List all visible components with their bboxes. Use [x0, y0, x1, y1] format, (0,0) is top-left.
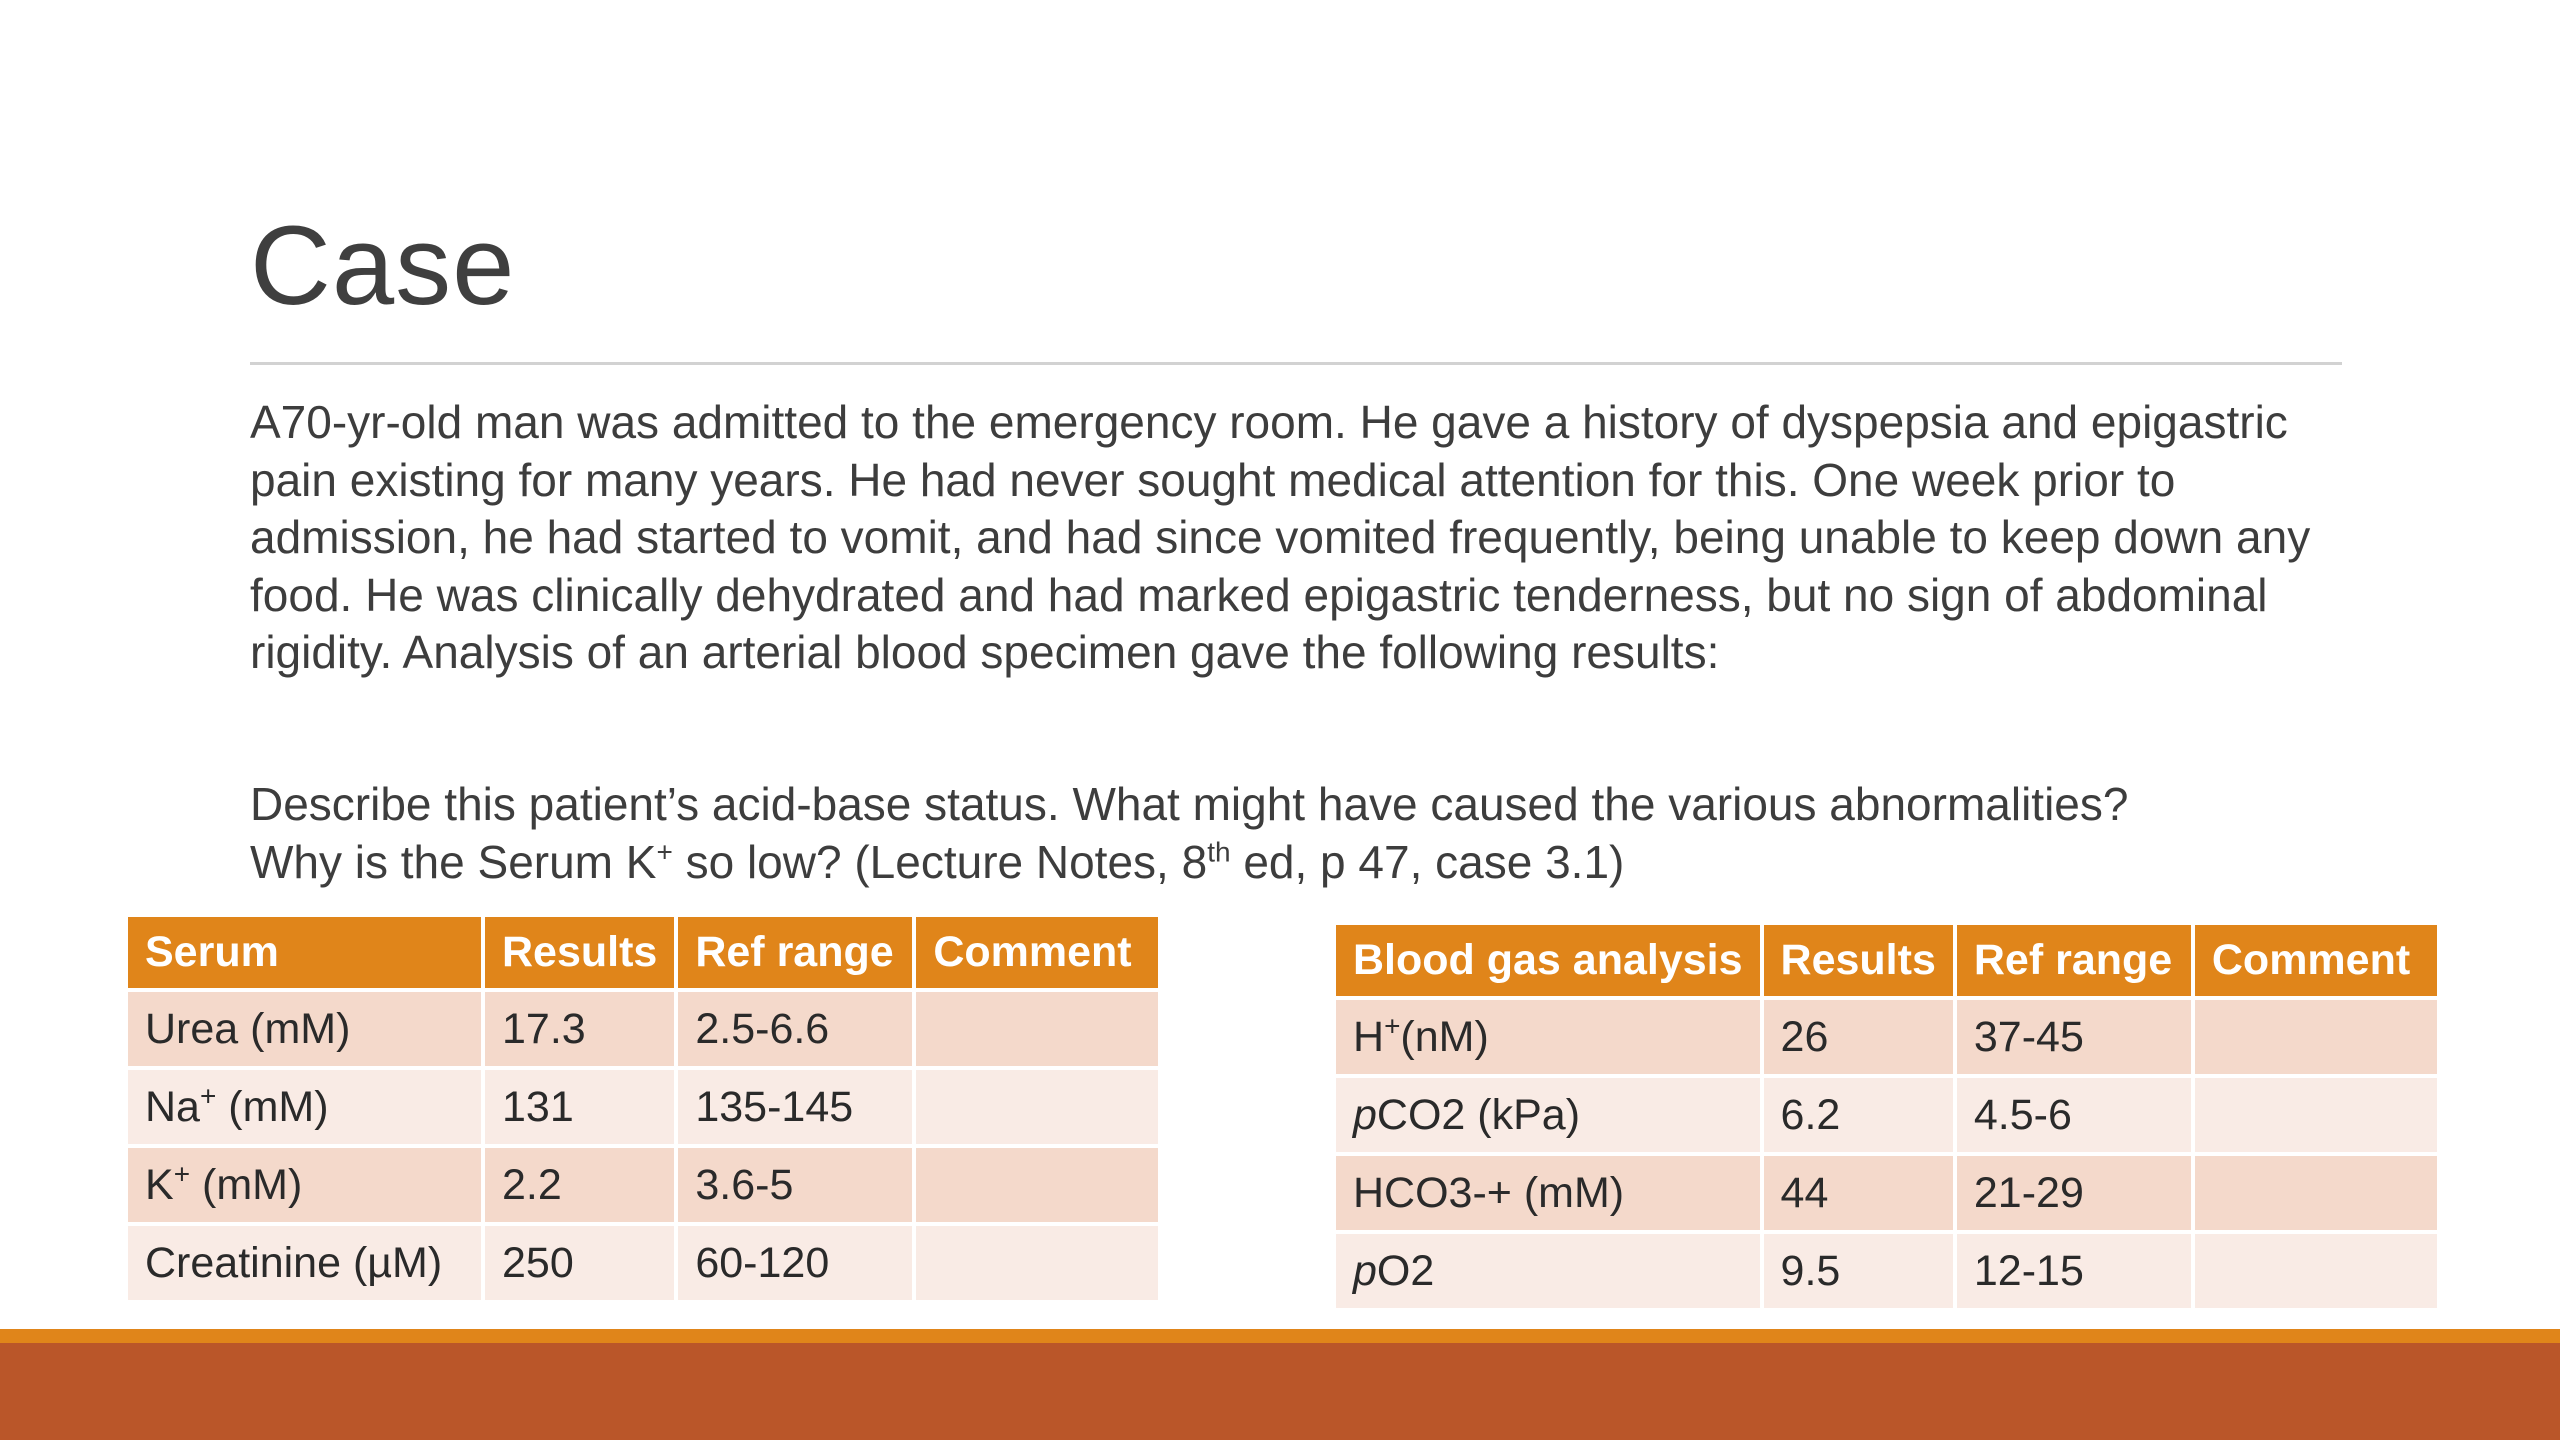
blood-gas-test-pco2: pCO2 (kPa)	[1336, 1078, 1764, 1156]
serum-comment	[916, 1148, 1159, 1226]
serum-test-creatinine: Creatinine (µM)	[128, 1226, 485, 1300]
serum-header-results: Results	[485, 917, 679, 992]
question-line-2a: Why is the Serum K	[250, 835, 657, 888]
table-row: HCO3-+ (mM) 44 21-29	[1336, 1156, 2437, 1234]
table-row: Urea (mM) 17.3 2.5-6.6	[128, 992, 1159, 1070]
blood-gas-comment	[2194, 1234, 2437, 1308]
question-sup-th: th	[1207, 836, 1231, 868]
serum-result: 2.2	[485, 1148, 679, 1226]
question-line-2c: ed, p 47, case 3.1)	[1230, 835, 1625, 888]
blood-gas-header-test: Blood gas analysis	[1336, 925, 1764, 1000]
blood-gas-ref: 12-15	[1956, 1234, 2195, 1308]
table-row: K+ (mM) 2.2 3.6-5	[128, 1148, 1159, 1226]
serum-ref: 60-120	[678, 1226, 917, 1300]
blood-gas-test-po2: pO2	[1336, 1234, 1764, 1308]
blood-gas-header-comment: Comment	[2194, 925, 2437, 1000]
footer-band	[0, 1343, 2560, 1440]
blood-gas-result: 6.2	[1763, 1078, 1957, 1156]
serum-header-row: Serum Results Ref range Comment	[128, 917, 1159, 992]
serum-result: 17.3	[485, 992, 679, 1070]
blood-gas-result: 44	[1763, 1156, 1957, 1234]
serum-header-comment: Comment	[916, 917, 1159, 992]
question-line-2b: so low? (Lecture Notes, 8	[672, 835, 1208, 888]
blood-gas-comment	[2194, 1078, 2437, 1156]
blood-gas-result: 9.5	[1763, 1234, 1957, 1308]
serum-ref: 135-145	[678, 1070, 917, 1148]
table-row: H+(nM) 26 37-45	[1336, 1000, 2437, 1078]
serum-comment	[916, 1226, 1159, 1300]
title-divider	[250, 362, 2342, 365]
blood-gas-test-hco3: HCO3-+ (mM)	[1336, 1156, 1764, 1234]
table-row: pCO2 (kPa) 6.2 4.5-6	[1336, 1078, 2437, 1156]
blood-gas-ref: 21-29	[1956, 1156, 2195, 1234]
question-sup-plus: +	[656, 836, 673, 868]
blood-gas-test-h: H+(nM)	[1336, 1000, 1764, 1078]
table-row: pO2 9.5 12-15	[1336, 1234, 2437, 1308]
serum-comment	[916, 1070, 1159, 1148]
case-description: A70-yr-old man was admitted to the emerg…	[250, 396, 2311, 678]
serum-test-urea: Urea (mM)	[128, 992, 485, 1070]
serum-ref: 2.5-6.6	[678, 992, 917, 1070]
question-line-1: Describe this patient’s acid-base status…	[250, 778, 2129, 830]
serum-header-test: Serum	[128, 917, 485, 992]
serum-test-k: K+ (mM)	[128, 1148, 485, 1226]
footer-accent-line	[0, 1329, 2560, 1343]
table-row: Creatinine (µM) 250 60-120	[128, 1226, 1159, 1300]
blood-gas-result: 26	[1763, 1000, 1957, 1078]
serum-result: 250	[485, 1226, 679, 1300]
blood-gas-comment	[2194, 1000, 2437, 1078]
serum-test-na: Na+ (mM)	[128, 1070, 485, 1148]
serum-table: Serum Results Ref range Comment Urea (mM…	[128, 917, 1159, 1300]
serum-comment	[916, 992, 1159, 1070]
case-question: Describe this patient’s acid-base status…	[250, 776, 2360, 891]
blood-gas-header-results: Results	[1763, 925, 1957, 1000]
serum-result: 131	[485, 1070, 679, 1148]
blood-gas-table: Blood gas analysis Results Ref range Com…	[1336, 925, 2437, 1308]
table-row: Na+ (mM) 131 135-145	[128, 1070, 1159, 1148]
blood-gas-header-ref: Ref range	[1956, 925, 2195, 1000]
blood-gas-ref: 37-45	[1956, 1000, 2195, 1078]
slide-title: Case	[250, 203, 516, 328]
serum-header-ref: Ref range	[678, 917, 917, 992]
blood-gas-header-row: Blood gas analysis Results Ref range Com…	[1336, 925, 2437, 1000]
blood-gas-comment	[2194, 1156, 2437, 1234]
blood-gas-ref: 4.5-6	[1956, 1078, 2195, 1156]
serum-ref: 3.6-5	[678, 1148, 917, 1226]
